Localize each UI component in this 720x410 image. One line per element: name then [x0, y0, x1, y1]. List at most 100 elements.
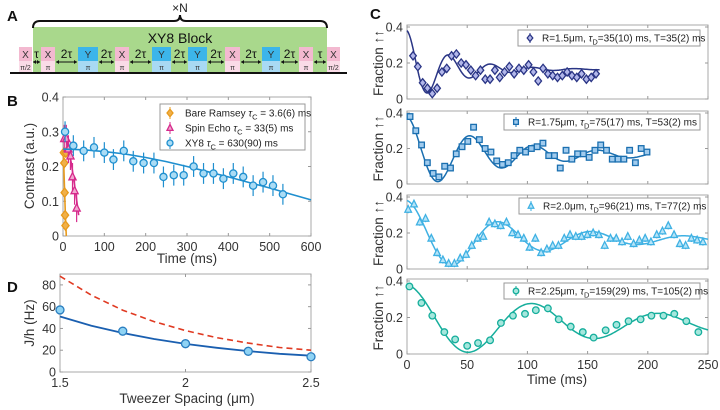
pulse-x: Xπ [41, 47, 55, 72]
data-point-triangle [65, 150, 76, 160]
pulse-y: Yπ [188, 47, 207, 72]
x-tick-label: 1.5 [51, 376, 68, 390]
data-point-triangle [675, 238, 685, 248]
pulse-axis-label: X [229, 50, 236, 61]
data-point-circle [248, 181, 258, 190]
legend-text: R=2.0μm, [543, 202, 590, 213]
legend-text: R=1.75μm, [528, 118, 580, 129]
data-point-diamond [500, 66, 509, 78]
y-tick-label: 40 [42, 322, 56, 336]
data-point-circle [566, 322, 575, 331]
legend-subscript: C [210, 143, 216, 152]
data-point-diamond [524, 59, 533, 70]
legend-symbol: τ [580, 118, 585, 129]
data-point-diamond [418, 77, 427, 88]
subplot-3: 0 0.2 0.4 R=2.0μm, τD=96(21) ms, T=77(2) ms… [371, 191, 709, 277]
data-point-diamond [437, 66, 447, 78]
data-point-square [585, 153, 593, 161]
data-point-triangle [403, 204, 413, 213]
y-tick-label: 20 [42, 344, 56, 358]
x-tick-label: 300 [177, 240, 198, 254]
data-point-circle [238, 172, 248, 182]
y-axis-label: Contrast (a.u.) [22, 123, 37, 209]
legend-subscript: C [252, 113, 258, 122]
legend-text: =159(29) ms, T=105(2) ms [589, 287, 708, 298]
data-point-circle [486, 336, 495, 345]
panel-label-c: C [370, 6, 381, 23]
pulse-axis-cell [225, 47, 240, 61]
pulse-axis-label: Y [268, 50, 275, 61]
data-point-triangle [461, 249, 471, 258]
y-axis-label: Fraction ↑↑ [371, 30, 386, 96]
data-point-triangle [583, 229, 592, 239]
data-point-circle [521, 309, 529, 318]
data-point-square [458, 143, 466, 151]
data-point-circle [118, 326, 128, 336]
data-point-circle [209, 169, 218, 178]
data-point-triangle [444, 258, 454, 267]
legend-box [503, 282, 701, 300]
data-point-diamond [476, 65, 485, 76]
y-tick-label: 0 [396, 93, 403, 107]
x-tick-label: 50 [460, 358, 474, 372]
pulse-x: Xπ [225, 47, 240, 72]
spacing-label: 2τ [210, 47, 222, 61]
block-label: XY8 Block [148, 30, 214, 46]
data-point-circle [624, 317, 633, 326]
data-point-triangle [467, 240, 477, 249]
data-point-circle [60, 127, 70, 136]
data-point-diamond [461, 59, 471, 70]
x-tick-label: 100 [517, 358, 538, 372]
data-point-triangle [502, 216, 511, 226]
legend-label: XY8 τC = 630(90) ms [185, 139, 278, 152]
data-point-square [522, 148, 530, 156]
data-point-diamond [408, 50, 418, 61]
data-point-triangle [611, 232, 621, 242]
data-point-circle [166, 139, 174, 147]
legend-text: XY8 [185, 139, 207, 150]
x-tick-label: 500 [259, 240, 280, 254]
data-point-circle [119, 146, 129, 156]
data-point-diamond [534, 75, 543, 87]
pulse-angle-label: π [269, 65, 274, 72]
legend-box [159, 103, 306, 151]
x-axis-label: Time (ms) [157, 251, 217, 266]
pulse-axis-label: X [45, 50, 52, 61]
data-point-triangle [438, 254, 448, 264]
data-point-circle [496, 319, 505, 327]
pulse-angle-label: π [195, 65, 200, 72]
data-point-circle [531, 306, 540, 315]
data-point-circle [278, 190, 288, 199]
y-axis-label: Fraction ↑↑ [371, 284, 386, 350]
data-point-diamond [567, 70, 577, 81]
data-point-triangle [530, 232, 540, 242]
legend-text: =35(10) ms, T=35(2) ms [598, 34, 706, 45]
pulse-angle-cell [299, 61, 313, 72]
data-point-triangle [432, 247, 442, 257]
x-tick-label: 200 [135, 240, 156, 254]
arrowhead-icon [33, 60, 40, 64]
pulse-angle-cell [19, 61, 32, 72]
legend: R=1.75μm, τD=75(17) ms, T=53(2) ms [503, 113, 701, 131]
contrast-vs-time-chart: 0 100 200 300 400 500 600 0 0.1 0.2 0.3 0.4 Bare Ram… [22, 91, 321, 267]
data-point-diamond [505, 61, 514, 72]
data-point-square [493, 157, 501, 165]
data-point-circle [268, 181, 278, 190]
data-point-circle [139, 158, 148, 168]
series-xy8 [60, 121, 312, 205]
legend-text: Spin Echo [185, 124, 233, 135]
data-point-triangle [71, 202, 82, 212]
data-point-square [512, 118, 520, 126]
pulse-angle-cell [188, 61, 207, 72]
spacing-label: 2τ [284, 47, 296, 61]
pulse-axis-label: Y [194, 50, 201, 61]
data-point-square [406, 113, 414, 121]
y-axis-label: Fraction ↑↑ [371, 115, 386, 181]
y-tick-label: 0.2 [386, 227, 403, 241]
data-point-circle [189, 162, 198, 171]
data-point-square [603, 146, 610, 154]
data-point-circle [229, 169, 238, 178]
data-point-diamond [466, 65, 475, 76]
